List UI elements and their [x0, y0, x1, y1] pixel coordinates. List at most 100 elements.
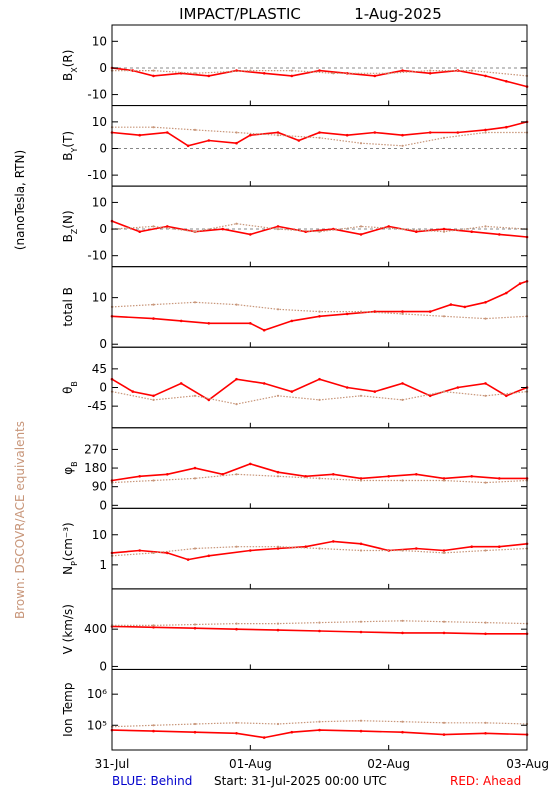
panel-frame-theta [111, 346, 528, 429]
data-point-bx-brown-5 [332, 72, 335, 75]
data-point-temp-brown-5 [318, 720, 321, 723]
y-tick-label-np-0: 10 [92, 528, 107, 542]
data-point-np-brown-8 [442, 551, 446, 555]
data-point-v-brown-1 [152, 624, 155, 627]
data-point-theta-brown-8 [442, 390, 446, 393]
data-point-bx-brown-3 [249, 69, 252, 72]
panel-label-np: NP(cm⁻³) [61, 522, 79, 575]
data-point-bz-ahead-2 [166, 225, 169, 228]
y-tick-label-temp-0: 10⁶ [87, 687, 107, 701]
data-point-temp-ahead-2 [193, 730, 197, 734]
data-point-by-ahead-1 [138, 133, 141, 137]
data-point-btot-brown-9 [484, 317, 487, 320]
x-tick-label-0: 31-Jul [95, 757, 130, 771]
data-point-temp-brown-7 [401, 720, 404, 723]
data-point-v-brown-7 [401, 619, 404, 622]
data-point-np-ahead-2 [166, 551, 169, 555]
panel-label-temp: Ion Temp [61, 683, 75, 737]
data-point-theta-ahead-10 [373, 390, 377, 393]
data-point-theta-brown-9 [484, 394, 487, 397]
data-point-theta-ahead-3 [179, 382, 183, 385]
data-point-np-ahead-9 [359, 542, 363, 546]
y-tick-label-bx-1: 0 [99, 61, 107, 75]
data-point-np-brown-9 [484, 549, 487, 552]
data-point-v-ahead-5 [318, 629, 321, 633]
data-point-v-brown-5 [318, 621, 321, 624]
data-point-phi-brown-8 [442, 479, 446, 482]
data-point-v-ahead-1 [152, 626, 155, 629]
data-point-by-brown-8 [442, 136, 446, 139]
data-point-btot-ahead-11 [428, 310, 432, 313]
data-point-v-brown-6 [359, 620, 363, 623]
series-line-btot-ahead [111, 280, 528, 332]
series-line-np-ahead [111, 540, 528, 561]
data-point-btot-brown-4 [276, 308, 280, 311]
data-point-phi-ahead-6 [276, 470, 280, 474]
units-label: (nanoTesla, RTN) [13, 150, 27, 250]
data-point-phi-brown-4 [276, 475, 280, 478]
y-tick-label-bz-0: 10 [92, 195, 107, 209]
data-point-btot-brown-8 [442, 315, 446, 318]
data-point-btot-brown-3 [235, 303, 238, 306]
data-point-temp-ahead-9 [442, 733, 446, 736]
series-line-by-ahead [111, 121, 528, 147]
data-point-theta-ahead-4 [207, 398, 211, 402]
data-point-by-ahead-13 [428, 131, 432, 134]
data-point-theta-ahead-9 [345, 386, 349, 389]
data-point-btot-brown-2 [193, 301, 197, 304]
data-point-temp-ahead-10 [484, 732, 487, 735]
data-point-btot-brown-7 [401, 312, 404, 315]
panel-frame-by [111, 105, 528, 187]
panel-by: 10 0 -10 [87, 105, 529, 187]
data-point-bx-ahead-6 [262, 72, 266, 75]
data-point-temp-ahead-6 [318, 728, 321, 732]
data-point-np-brown-1 [152, 551, 155, 555]
data-point-by-ahead-9 [318, 131, 321, 134]
data-point-btot-ahead-10 [401, 310, 404, 313]
data-point-by-ahead-10 [345, 133, 349, 137]
data-point-bx-ahead-1 [131, 69, 135, 72]
y-tick-label-theta-1: 0 [99, 381, 107, 395]
data-point-bz-brown-2 [193, 230, 197, 233]
data-point-np-brown-7 [401, 549, 404, 552]
data-point-v-ahead-7 [401, 631, 404, 635]
data-point-by-brown-9 [484, 131, 487, 134]
data-point-bz-ahead-4 [221, 227, 224, 231]
data-point-bx-ahead-2 [152, 74, 155, 78]
data-point-bz-brown-7 [401, 228, 404, 231]
data-point-btot-ahead-2 [179, 319, 183, 323]
plot-date: 1-Aug-2025 [354, 5, 442, 23]
data-point-by-brown-5 [318, 136, 321, 139]
data-point-theta-ahead-15 [505, 394, 508, 398]
data-point-np-brown-2 [193, 547, 197, 550]
panel-label-btot: total B [61, 287, 75, 327]
data-point-btot-brown-6 [359, 310, 363, 313]
panel-v: 400 0 [84, 588, 529, 673]
data-point-bx-brown-8 [470, 69, 473, 72]
data-point-temp-brown-9 [484, 721, 487, 724]
data-point-bx-ahead-15 [505, 80, 508, 83]
data-point-theta-brown-4 [276, 394, 280, 397]
y-tick-label-phi-2: 90 [92, 480, 107, 494]
panel-label-by: BY(T) [61, 131, 79, 161]
data-point-phi-ahead-11 [415, 473, 418, 476]
panel-temp: 10⁶ 10⁵ [87, 668, 529, 751]
y-tick-label-bx-2: -10 [87, 88, 107, 102]
y-tick-label-phi-0: 270 [84, 442, 107, 456]
data-point-temp-brown-2 [193, 722, 197, 726]
y-tick-label-np-1: 1 [99, 558, 107, 572]
data-point-phi-ahead-3 [193, 466, 197, 470]
data-point-bz-ahead-11 [415, 230, 418, 233]
data-point-temp-brown-4 [276, 722, 280, 726]
data-point-temp-ahead-4 [262, 736, 266, 739]
panel-frame-bx [111, 24, 528, 107]
data-point-np-ahead-11 [415, 547, 418, 550]
data-point-theta-ahead-1 [131, 390, 135, 393]
data-point-theta-brown-3 [235, 403, 238, 406]
panel-bz: 10 0 -10 [87, 185, 529, 268]
data-point-phi-brown-9 [484, 481, 487, 484]
data-point-by-brown-6 [359, 142, 363, 145]
data-point-bx-brown-6 [387, 72, 390, 75]
data-point-bz-ahead-6 [276, 225, 280, 228]
data-point-bz-ahead-1 [138, 230, 141, 233]
